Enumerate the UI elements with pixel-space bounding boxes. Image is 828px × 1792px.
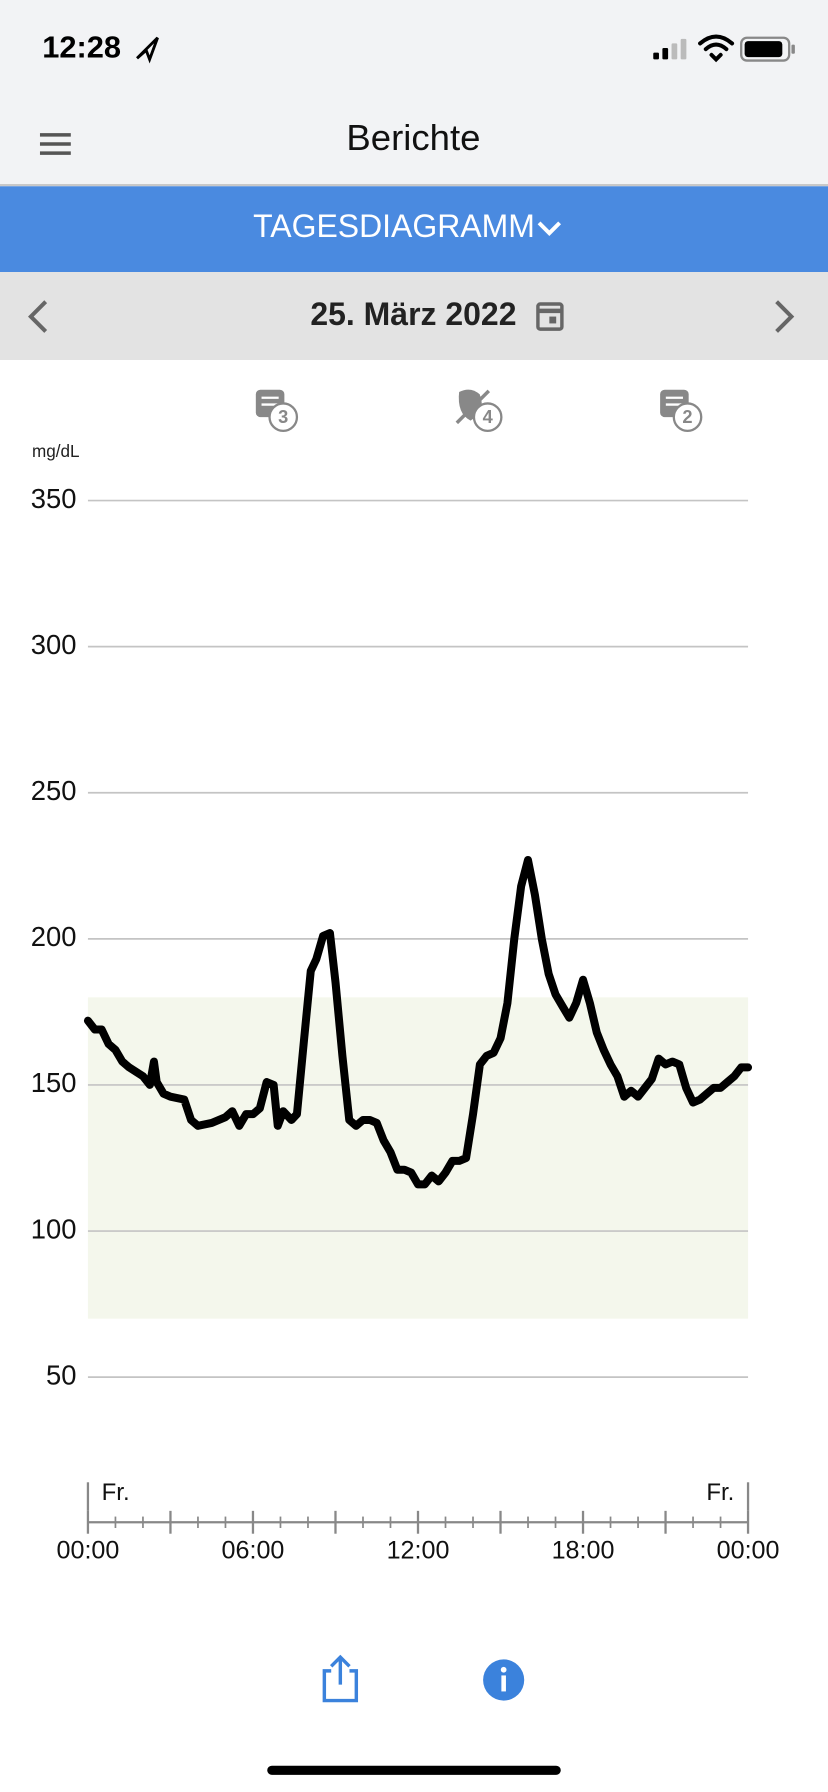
y-tick-label: 150	[31, 1067, 77, 1098]
location-icon	[136, 36, 159, 64]
x-tick-label: 12:00	[387, 1537, 450, 1565]
y-tick-label: 300	[31, 629, 77, 660]
y-tick-label: 250	[31, 775, 77, 806]
x-tick-label: 00:00	[57, 1537, 120, 1565]
y-tick-label: 50	[46, 1359, 76, 1390]
meal-badge: 4	[483, 406, 494, 427]
glucose-line	[83, 856, 753, 1189]
notes-icon[interactable]	[255, 389, 299, 432]
notes-badge: 2	[682, 406, 692, 427]
status-time: 12:28	[42, 29, 121, 64]
x-tick-label: 00:00	[717, 1537, 780, 1565]
date-bar	[0, 272, 828, 360]
battery-icon	[740, 36, 795, 62]
x-tick-label: 18:00	[552, 1537, 615, 1565]
header-title: Berichte	[346, 117, 480, 158]
meal-insulin-icon[interactable]	[455, 389, 503, 432]
day-label: Fr.	[102, 1479, 130, 1506]
wifi-icon	[698, 34, 735, 63]
y-tick-label: 100	[31, 1213, 77, 1244]
x-tick-label: 06:00	[222, 1537, 285, 1565]
tab-bar[interactable]	[0, 186, 828, 272]
chart: 50 100 150 200 250 300 350 Fr. Fr. 00:00 06:00 12:0…	[31, 483, 780, 1565]
signal-icon	[653, 38, 687, 60]
target-range	[87, 997, 749, 1319]
y-tick-label: 350	[31, 483, 77, 514]
home-indicator	[267, 1765, 561, 1775]
menu-button[interactable]	[39, 133, 71, 155]
notes-icon[interactable]	[660, 389, 703, 432]
next-day-button[interactable]	[775, 300, 795, 333]
info-button[interactable]	[483, 1659, 525, 1701]
notes-badge: 3	[278, 406, 288, 427]
share-button[interactable]	[322, 1654, 359, 1703]
prev-day-button[interactable]	[28, 300, 48, 333]
calendar-icon[interactable]	[536, 302, 564, 331]
tab-chevron[interactable]	[537, 221, 562, 236]
y-unit: mg/dL	[32, 441, 80, 461]
day-label: Fr.	[706, 1479, 734, 1506]
tab-label[interactable]: TAGESDIAGRAMM	[253, 208, 535, 244]
top-background	[0, 0, 828, 186]
date-label: 25. März 2022	[310, 296, 516, 332]
y-tick-label: 200	[31, 921, 77, 952]
